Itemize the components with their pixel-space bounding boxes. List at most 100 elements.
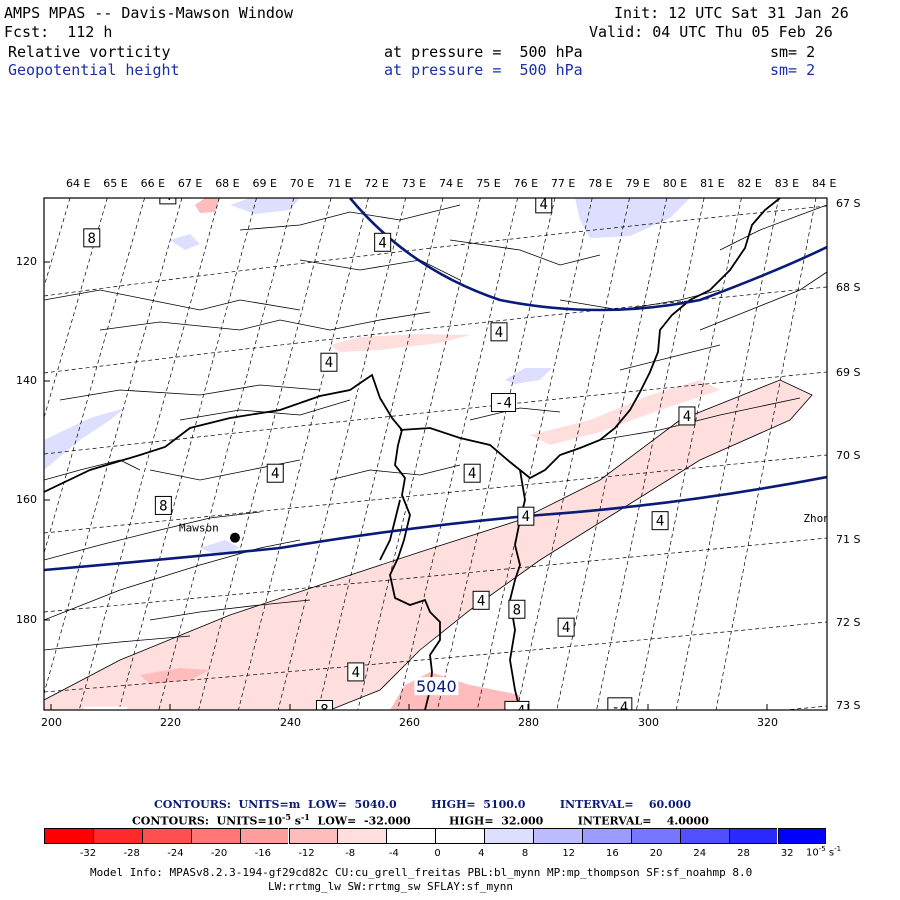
colorbar-swatch [581, 828, 631, 844]
svg-text:5040: 5040 [85, 707, 126, 726]
longitude-label: 84 E [812, 177, 837, 190]
vorticity-label: -4 [607, 697, 633, 710]
vorticity-label: 4 [159, 198, 177, 205]
longitude-label: 65 E [103, 177, 128, 190]
x-tick-label: 300 [638, 716, 659, 729]
height-legend: CONTOURS: UNITS=m LOW= 5040.0 HIGH= 5100… [154, 798, 691, 811]
colorbar-unit: 10-5 s-1 [806, 845, 842, 859]
colorbar-swatch [288, 828, 338, 844]
vorticity-legend: CONTOURS: UNITS=10-5 s-1 LOW= -32.000 HI… [132, 812, 709, 828]
station-markers: MawsonDavisWHPZhongshanG3 [179, 405, 900, 543]
longitude-label: 80 E [662, 177, 688, 190]
svg-text:4: 4 [352, 665, 360, 681]
svg-text:8: 8 [513, 602, 521, 618]
colorbar-label: -16 [254, 848, 271, 859]
axis-tick-marks [44, 261, 768, 710]
vorticity-label: -4 [504, 700, 530, 719]
colorbar-swatch [435, 828, 485, 844]
longitude-label: 83 E [774, 177, 800, 190]
colorbar-swatch [533, 828, 582, 844]
vorticity-contour-labels: 4844844-444484444-448448-4-4-4-4-484-4-4… [83, 198, 696, 760]
vorticity-label: 4 [651, 511, 669, 531]
colorbar-label: -12 [298, 848, 315, 859]
y-tick-label: 140 [16, 374, 37, 387]
vorticity-label: 8 [508, 599, 526, 619]
svg-text:4: 4 [325, 355, 333, 371]
latitude-label: 72 S [836, 616, 861, 629]
longitude-label: 79 E [625, 177, 650, 190]
longitude-label: 76 E [513, 177, 539, 190]
longitude-label: 81 E [700, 177, 725, 190]
svg-text:5040: 5040 [416, 677, 457, 696]
x-tick-label: 240 [280, 716, 301, 729]
longitude-label: 68 E [215, 177, 240, 190]
svg-text:-4: -4 [508, 703, 525, 719]
svg-text:Mawson: Mawson [179, 522, 219, 535]
svg-text:8: 8 [159, 498, 167, 514]
x-tick-label: 280 [518, 716, 539, 729]
svg-text:4: 4 [522, 509, 530, 525]
colorbar-label: 32 [780, 848, 794, 859]
colorbar-swatch [728, 828, 778, 844]
svg-text:4: 4 [562, 620, 570, 636]
vorticity-label: 4 [374, 232, 392, 252]
colorbar-swatch [777, 828, 827, 844]
height-label: 5040 [83, 706, 128, 726]
svg-text:Davis: Davis [878, 405, 900, 418]
y-tick-label: 120 [16, 255, 37, 268]
latitude-label: 67 S [836, 197, 861, 210]
colorbar-swatch [630, 828, 680, 844]
longitude-label: 67 E [177, 177, 203, 190]
longitude-label: 82 E [737, 177, 762, 190]
colorbar-swatch [386, 828, 436, 844]
latitude-label: 68 S [836, 281, 861, 294]
svg-text:4: 4 [683, 409, 691, 425]
vorticity-label: 4 [463, 463, 481, 483]
vorticity-label: -4 [490, 393, 516, 413]
longitude-label: 64 E [66, 177, 91, 190]
field1-name: Relative vorticity [8, 43, 171, 61]
field1-smoothing: sm= 2 [770, 43, 816, 61]
vorticity-label: 4 [347, 662, 365, 682]
station-zhongshan: Zhongshan [803, 512, 827, 525]
longitude-label: 74 E [439, 177, 464, 190]
longitude-label: 71 E [327, 177, 352, 190]
colorbar-label: 8 [521, 848, 529, 859]
colorbar-label: -32 [79, 848, 97, 859]
colorbar-swatch [679, 828, 729, 844]
station-davis: Davis [878, 405, 900, 424]
longitude-label: 78 E [588, 177, 613, 190]
longitude-label: 69 E [252, 177, 277, 190]
svg-text:8: 8 [320, 703, 328, 719]
svg-text:8: 8 [88, 231, 96, 247]
svg-text:4: 4 [656, 514, 664, 530]
svg-text:4: 4 [378, 235, 386, 251]
colorbar-swatch [239, 828, 289, 844]
svg-text:4: 4 [477, 593, 485, 609]
colorbar-label: -8 [345, 848, 356, 859]
vorticity-label: 4 [678, 406, 696, 426]
field1-level: at pressure = 500 hPa [384, 43, 583, 61]
colorbar-label: 20 [649, 848, 663, 859]
vorticity-label: 4 [472, 590, 490, 610]
vorticity-label: 4 [266, 463, 284, 483]
y-tick-label: 160 [16, 493, 37, 506]
latitude-label: 70 S [836, 449, 861, 462]
vorticity-label: 8 [83, 228, 101, 248]
colorbar-swatch [44, 828, 93, 844]
colorbar-swatch [190, 828, 240, 844]
colorbar-label: -24 [167, 848, 184, 859]
plot-frame [43, 197, 828, 711]
colorbar-label: 24 [693, 848, 707, 859]
map-area: 4844844-444484444-448448-4-4-4-4-484-4-4… [44, 198, 900, 760]
init-time: Init: 12 UTC Sat 31 Jan 26 [614, 4, 849, 22]
svg-text:-4: -4 [620, 755, 637, 760]
field2-level: at pressure = 500 hPa [384, 61, 583, 79]
colorbar-swatch [141, 828, 191, 844]
x-tick-label: 320 [757, 716, 778, 729]
longitude-label: 66 E [140, 177, 166, 190]
colorbar-swatch [92, 828, 142, 844]
x-tick-label: 200 [41, 716, 62, 729]
plot-title: AMPS MPAS -- Davis-Mawson Window [4, 4, 293, 22]
longitude-label: 75 E [476, 177, 501, 190]
